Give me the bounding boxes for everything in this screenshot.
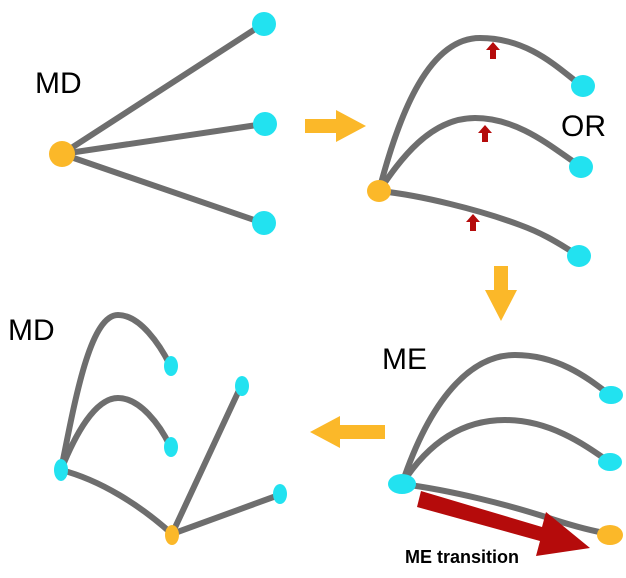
label-or: OR [561,110,606,143]
transition-node [597,525,623,545]
edge [399,481,613,537]
panel-or [367,34,595,267]
leaf-node [598,453,622,471]
leaf-node [567,245,591,267]
leaf-node [273,484,287,504]
edge [376,114,583,194]
force-arrow [486,42,500,59]
force-arrow [478,125,492,142]
leaf-node [252,12,276,36]
panel-md-final [54,311,287,545]
label-md-initial: MD [35,67,82,100]
leaf-node [571,75,595,97]
hub-node [388,474,416,494]
leaf-node [164,437,178,457]
edge [399,351,613,487]
flow-arrow-left [310,416,385,448]
leaf-node [569,156,593,178]
edge [59,21,266,157]
edge [58,467,175,537]
leaf-node [235,376,249,396]
edge [169,383,244,537]
leaf-node [252,211,276,235]
hub-node [49,141,75,167]
leaf-node [54,459,68,481]
force-arrow [466,214,480,231]
leaf-node [164,356,178,376]
edge [58,394,173,473]
edge [376,34,585,194]
flow-arrow-right [305,110,366,142]
transition-arrow [417,491,590,556]
label-md-final: MD [8,314,55,347]
edge [58,311,173,473]
leaf-node [253,112,277,136]
label-me: ME [382,343,427,376]
edge [376,188,581,258]
leaf-node [599,386,623,404]
edge [169,492,282,537]
edge [59,121,267,157]
edge [399,416,611,487]
hub-node [367,180,391,202]
panel-md-initial [49,12,277,235]
hub-node [165,525,179,545]
label-me-transition: ME transition [405,547,520,567]
flow-arrow-down [485,266,517,321]
edge [59,151,266,226]
panel-me [388,351,623,556]
